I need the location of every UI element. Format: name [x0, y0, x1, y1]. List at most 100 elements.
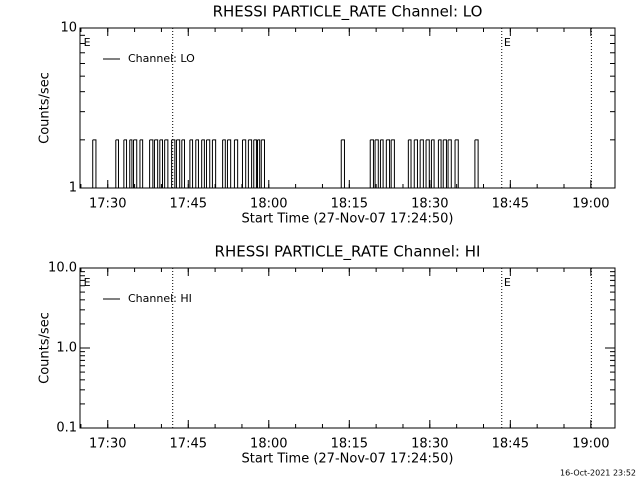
step-segment	[159, 139, 164, 188]
step-segment	[184, 139, 191, 189]
x-tick-label: 17:45	[170, 197, 207, 212]
step-segment	[446, 139, 449, 189]
step-segment	[474, 139, 479, 188]
step-segment	[171, 139, 176, 188]
step-segment	[192, 139, 197, 189]
step-segment	[179, 139, 183, 189]
step-segment	[455, 139, 459, 188]
step-segment	[154, 139, 159, 188]
step-segment	[261, 139, 265, 188]
step-segment	[256, 139, 259, 189]
step-segment	[174, 139, 177, 189]
y-tick-label: 10.0	[48, 261, 77, 276]
step-segment	[212, 139, 217, 188]
step-segment	[408, 139, 412, 188]
step-segment	[253, 139, 257, 188]
step-segment	[230, 139, 235, 189]
step-segment	[245, 139, 249, 189]
step-segment	[118, 139, 125, 189]
annotation: E	[504, 36, 511, 49]
step-segment	[448, 139, 452, 188]
step-segment	[423, 139, 427, 189]
step-segment	[234, 139, 239, 188]
step-segment	[152, 139, 155, 189]
step-segment	[215, 139, 224, 189]
step-segment	[88, 139, 94, 189]
x-tick-label: 18:45	[492, 197, 529, 212]
chart-title: RHESSI PARTICLE_RATE Channel: HI	[215, 243, 481, 262]
step-segment	[383, 139, 387, 189]
x-axis-label: Start Time (27-Nov-07 17:24:50)	[242, 212, 454, 227]
step-segment	[394, 139, 409, 189]
y-tick-label: 1.0	[56, 341, 77, 356]
annotation: E	[84, 36, 91, 49]
step-segment	[391, 139, 395, 188]
step-segment	[242, 139, 247, 188]
footer: 16-Oct-2021 23:52	[560, 469, 636, 478]
step-segment	[431, 139, 435, 188]
step-segment	[434, 139, 439, 189]
step-segment	[129, 139, 133, 188]
x-tick-label: 17:30	[89, 197, 126, 212]
step-segment	[157, 139, 161, 189]
step-segment	[458, 139, 476, 189]
step-segment	[181, 139, 186, 188]
step-segment	[411, 139, 415, 189]
y-tick-label: 1	[69, 181, 77, 196]
step-segment	[237, 139, 243, 189]
x-tick-label: 19:00	[572, 437, 609, 452]
step-segment	[375, 139, 379, 188]
step-segment	[131, 139, 135, 189]
step-segment	[389, 139, 392, 189]
x-tick-label: 18:30	[411, 197, 448, 212]
step-segment	[420, 139, 424, 188]
x-axis-label: Start Time (27-Nov-07 17:24:50)	[242, 452, 454, 467]
annotation: E	[84, 276, 91, 289]
y-tick-label: 10	[60, 21, 77, 36]
step-segment	[414, 139, 418, 188]
step-segment	[380, 139, 384, 188]
y-axis-label: Counts/sec	[38, 312, 53, 384]
step-segment	[259, 139, 262, 189]
step-segment	[123, 139, 128, 188]
step-segment	[378, 139, 381, 189]
step-segment	[443, 139, 447, 188]
legend-label: Channel: HI	[128, 292, 192, 305]
step-segment	[126, 139, 131, 189]
step-segment	[206, 139, 211, 188]
x-tick-label: 18:00	[250, 197, 287, 212]
step-segment	[136, 139, 141, 189]
step-segment	[204, 139, 208, 189]
step-segment	[257, 139, 261, 188]
step-segment	[164, 139, 169, 188]
x-tick-label: 18:45	[492, 437, 529, 452]
y-axis-label: Counts/sec	[38, 72, 53, 144]
step-segment	[195, 139, 199, 188]
step-segment	[176, 139, 181, 188]
step-segment	[209, 139, 213, 189]
step-segment	[201, 139, 205, 188]
x-tick-label: 18:00	[250, 437, 287, 452]
step-segment	[451, 139, 456, 189]
step-segment	[386, 139, 391, 188]
step-segment	[162, 139, 166, 189]
x-tick-label: 17:30	[89, 437, 126, 452]
step-segment	[344, 139, 371, 189]
step-segment	[417, 139, 421, 189]
step-segment	[133, 139, 138, 188]
step-segment	[341, 139, 345, 188]
chart-title: RHESSI PARTICLE_RATE Channel: LO	[213, 3, 483, 22]
step-segment	[248, 139, 253, 188]
step-segment	[222, 139, 226, 188]
step-segment	[429, 139, 432, 189]
step-segment	[225, 139, 228, 189]
step-segment	[373, 139, 376, 189]
x-tick-label: 17:45	[170, 437, 207, 452]
step-segment	[370, 139, 374, 188]
x-tick-label: 18:15	[331, 437, 368, 452]
legend-label: Channel: LO	[128, 52, 195, 65]
step-segment	[139, 139, 144, 188]
step-segment	[198, 139, 203, 189]
annotation: E	[504, 276, 511, 289]
step-segment	[95, 139, 117, 189]
